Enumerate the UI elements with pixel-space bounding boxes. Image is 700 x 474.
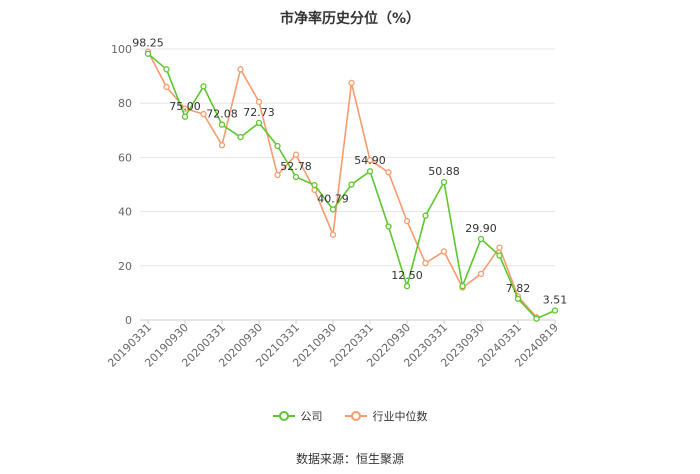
data-point: [422, 259, 429, 267]
data-label: 12.50: [391, 269, 423, 282]
data-label: 72.08: [206, 108, 238, 121]
legend-item-company[interactable]: 公司: [272, 408, 323, 424]
legend-industry-marker-icon: [344, 410, 367, 422]
data-point: [292, 151, 300, 158]
legend-company-label: 公司: [300, 410, 323, 423]
data-point: [496, 252, 503, 259]
x-axis: 2019033120190930202003312020093020210331…: [105, 319, 561, 370]
data-labels: 98.25 75.00 72.08 72.73 52.78 40.79 54.90 12.50…: [132, 37, 567, 307]
data-point: [366, 168, 374, 175]
chart-title: 市净率历史分位（%）: [279, 11, 421, 27]
data-point: [514, 295, 522, 302]
data-label: 98.25: [132, 37, 164, 50]
data-source-note: 数据来源：恒生聚源: [295, 452, 404, 466]
y-tick-label: 80: [118, 97, 132, 110]
data-point: [477, 270, 485, 278]
data-point: [274, 171, 281, 179]
data-point: [329, 231, 337, 238]
data-label: 3.51: [543, 293, 568, 306]
data-point: [477, 235, 485, 243]
data-point: [200, 110, 207, 118]
data-point: [292, 173, 300, 181]
data-point: [440, 248, 448, 255]
data-label: 52.78: [280, 160, 312, 173]
data-point: [459, 282, 466, 290]
y-tick-label: 0: [125, 314, 132, 327]
data-point: [255, 119, 263, 127]
legend: 公司 行业中位数: [0, 408, 700, 424]
line-chart: 0 20 40 60 80 100 201903312019093020200331202…: [105, 37, 567, 370]
data-label: 72.73: [243, 106, 275, 119]
data-point: [329, 206, 337, 213]
legend-company-marker-icon: [272, 410, 295, 422]
data-point: [274, 142, 281, 150]
data-point: [551, 307, 559, 314]
y-tick-label: 20: [118, 260, 132, 273]
data-point: [237, 66, 244, 73]
data-label: 75.00: [169, 100, 201, 113]
y-tick-label: 40: [118, 206, 132, 219]
data-point: [385, 169, 392, 176]
data-point: [144, 50, 152, 57]
series-line: [147, 51, 538, 318]
data-point: [218, 142, 226, 149]
data-label: 40.79: [317, 192, 349, 205]
data-point: [385, 223, 392, 230]
y-tick-label: 100: [111, 43, 132, 56]
data-point: [218, 121, 226, 128]
data-point: [440, 178, 448, 186]
data-point: [366, 156, 374, 164]
data-point: [311, 181, 318, 189]
data-label: 50.88: [428, 165, 460, 178]
data-point: [403, 217, 411, 225]
data-point: [422, 212, 429, 219]
legend-industry-label: 行业中位数: [372, 410, 428, 423]
data-point: [348, 79, 355, 87]
data-label: 54.90: [354, 154, 386, 167]
data-point: [255, 98, 263, 105]
data-point: [200, 83, 207, 90]
y-tick-label: 60: [118, 151, 132, 164]
data-point: [181, 113, 189, 120]
data-label: 29.90: [465, 222, 497, 235]
data-point: [237, 133, 244, 141]
data-point: [348, 181, 355, 188]
data-point: [163, 83, 170, 91]
data-label: 7.82: [506, 282, 531, 295]
data-point: [163, 66, 170, 73]
legend-item-industry-median[interactable]: 行业中位数: [344, 408, 428, 424]
data-point: [403, 282, 411, 290]
data-point: [533, 315, 540, 322]
data-point: [496, 244, 503, 251]
series-group: [144, 48, 559, 322]
y-axis-ticks: 0 20 40 60 80 100: [111, 43, 132, 327]
